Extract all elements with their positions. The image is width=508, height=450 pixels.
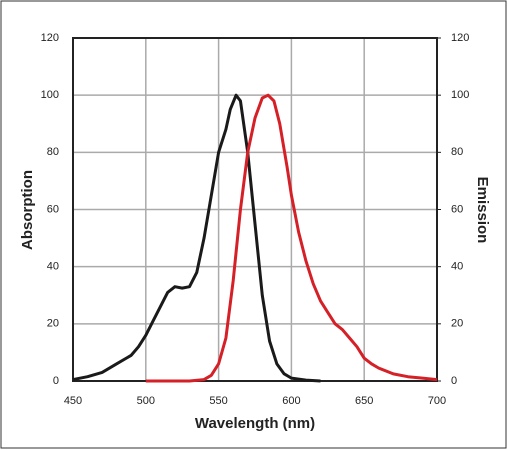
y-tick-label: 100 bbox=[41, 89, 59, 101]
y-tick-label: 20 bbox=[47, 318, 59, 330]
y-tick-label: 0 bbox=[53, 375, 59, 387]
y2-tick-label: 60 bbox=[451, 203, 463, 215]
x-tick-label: 450 bbox=[64, 395, 82, 407]
plot-border bbox=[72, 37, 438, 382]
y2-tick-label: 100 bbox=[451, 89, 469, 101]
x-tick-label: 550 bbox=[209, 395, 227, 407]
y-tick-label: 80 bbox=[47, 146, 59, 158]
y2-tick-label: 0 bbox=[451, 375, 457, 387]
y-axis-label: Absorption bbox=[19, 170, 36, 250]
x-tick-label: 600 bbox=[282, 395, 300, 407]
y2-axis-label: Emission bbox=[474, 177, 491, 244]
x-tick-label: 650 bbox=[355, 395, 373, 407]
y2-tick-label: 40 bbox=[451, 261, 463, 273]
y-tick-label: 120 bbox=[41, 32, 59, 44]
data-line bbox=[145, 93, 438, 383]
x-tick-label: 700 bbox=[428, 395, 446, 407]
x-tick-label: 500 bbox=[137, 395, 155, 407]
data-line bbox=[72, 93, 321, 383]
y2-tick-label: 20 bbox=[451, 318, 463, 330]
x-axis-label: Wavelength (nm) bbox=[195, 415, 315, 432]
y2-tick-label: 120 bbox=[451, 32, 469, 44]
y2-tick-label: 80 bbox=[451, 146, 463, 158]
y-tick-label: 40 bbox=[47, 261, 59, 273]
y-tick-label: 60 bbox=[47, 203, 59, 215]
